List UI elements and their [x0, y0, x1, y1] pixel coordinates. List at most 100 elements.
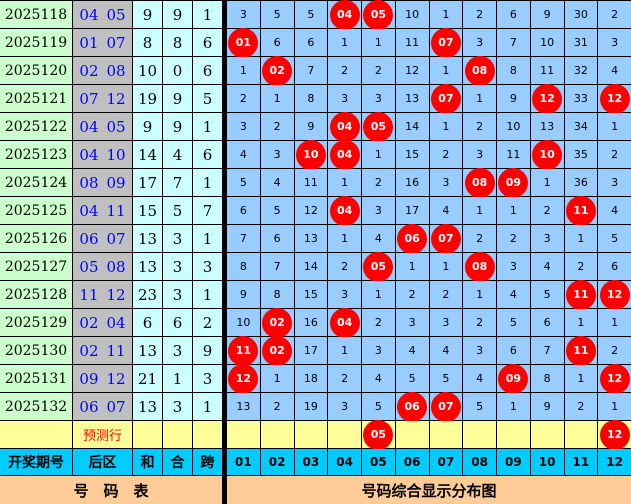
dist-cell: 8 [497, 57, 530, 84]
dist-cell: 1 [328, 29, 361, 56]
dist-cell: 1 [429, 57, 463, 84]
dist-cell: 8 [294, 85, 328, 112]
back-numbers-cell: 07 12 [73, 85, 132, 112]
dist-cell: 8 [260, 281, 294, 308]
separator [223, 169, 226, 196]
dist-cell: 6 [598, 253, 631, 280]
dist-cell: 15 [395, 141, 429, 168]
dist-cell: 1 [328, 337, 361, 364]
back-number: 07 [106, 229, 126, 248]
header-he: 合 [163, 449, 192, 475]
header-number: 04 [328, 449, 361, 475]
dist-cell: 12 [294, 197, 328, 224]
hit-ball: 05 [363, 251, 394, 282]
separator [223, 365, 226, 392]
dist-cell-hit: 11 [564, 279, 598, 310]
dist-cell: 13 [294, 225, 328, 252]
separator [223, 253, 226, 280]
back-number: 11 [106, 201, 126, 220]
sum-cell: 21 [133, 365, 162, 392]
hit-ball: 06 [397, 223, 428, 254]
hit-ball: 10 [532, 139, 563, 170]
kua-cell: 6 [193, 29, 222, 56]
header-number: 05 [362, 449, 395, 475]
dist-cell: 7 [497, 29, 530, 56]
dist-cell: 1 [260, 365, 294, 392]
back-numbers-cell: 06 07 [73, 393, 132, 420]
dist-cell: 1 [463, 197, 496, 224]
pred-empty [0, 421, 72, 448]
dist-cell: 3 [328, 85, 361, 112]
hit-ball: 12 [228, 363, 259, 394]
dist-cell: 17 [294, 337, 328, 364]
dist-cell: 3 [463, 337, 496, 364]
back-number: 04 [79, 145, 99, 164]
footer-right: 号码综合显示分布图 [227, 476, 631, 504]
kua-cell: 6 [193, 141, 222, 168]
dist-cell: 2 [328, 365, 361, 392]
dist-cell: 9 [497, 85, 530, 112]
sum-cell: 23 [133, 281, 162, 308]
dist-cell-hit: 11 [564, 195, 598, 226]
back-number: 06 [79, 229, 99, 248]
dist-cell-hit: 11 [564, 335, 598, 366]
kua-cell: 1 [193, 169, 222, 196]
dist-cell: 9 [530, 393, 564, 420]
header-number: 12 [598, 449, 631, 475]
dist-cell: 2 [463, 113, 496, 140]
header-number: 01 [227, 449, 260, 475]
pred-cell [294, 421, 328, 448]
dist-cell: 36 [564, 169, 598, 196]
dist-cell: 5 [362, 393, 395, 420]
header-number: 06 [395, 449, 429, 475]
hit-ball: 06 [397, 391, 428, 422]
period-cell: 2025123 [0, 141, 72, 168]
pred-cell [328, 421, 361, 448]
separator [223, 113, 226, 140]
dist-cell: 16 [395, 169, 429, 196]
pred-cell [395, 421, 429, 448]
dist-cell: 14 [395, 113, 429, 140]
dist-cell: 2 [497, 225, 530, 252]
pred-cell [260, 421, 294, 448]
dist-cell: 3 [328, 393, 361, 420]
hit-ball: 04 [329, 307, 360, 338]
dist-cell: 34 [564, 113, 598, 140]
hit-ball: 01 [228, 27, 259, 58]
hit-ball: 05 [363, 111, 394, 142]
dist-cell: 1 [497, 197, 530, 224]
dist-cell: 8 [530, 365, 564, 392]
dist-cell: 5 [294, 1, 328, 28]
dist-cell-hit: 04 [328, 111, 361, 142]
back-numbers-cell: 05 08 [73, 253, 132, 280]
he-cell: 1 [163, 365, 192, 392]
dist-cell: 6 [497, 337, 530, 364]
dist-cell: 11 [497, 141, 530, 168]
he-cell: 9 [163, 1, 192, 28]
separator [223, 197, 226, 224]
dist-cell: 4 [598, 197, 631, 224]
hit-ball: 08 [464, 55, 495, 86]
kua-cell: 2 [193, 309, 222, 336]
dist-cell: 2 [598, 141, 631, 168]
prediction-label: 预测行 [73, 421, 132, 448]
dist-cell: 13 [530, 113, 564, 140]
back-number: 07 [79, 89, 99, 108]
kua-cell: 9 [193, 337, 222, 364]
back-number: 04 [79, 117, 99, 136]
back-numbers-cell: 04 10 [73, 141, 132, 168]
hit-ball: 12 [599, 83, 630, 114]
back-numbers-cell: 08 09 [73, 169, 132, 196]
dist-cell-hit: 04 [328, 307, 361, 338]
kua-cell: 1 [193, 225, 222, 252]
dist-cell-hit: 10 [294, 139, 328, 170]
dist-cell: 19 [294, 393, 328, 420]
pred-empty [163, 421, 192, 448]
dist-cell: 2 [463, 1, 496, 28]
dist-cell: 1 [598, 309, 631, 336]
back-number: 11 [79, 285, 99, 304]
dist-cell-hit: 12 [227, 363, 260, 394]
hit-ball: 07 [430, 223, 461, 254]
dist-cell: 1 [564, 365, 598, 392]
dist-cell-hit: 02 [260, 55, 294, 86]
